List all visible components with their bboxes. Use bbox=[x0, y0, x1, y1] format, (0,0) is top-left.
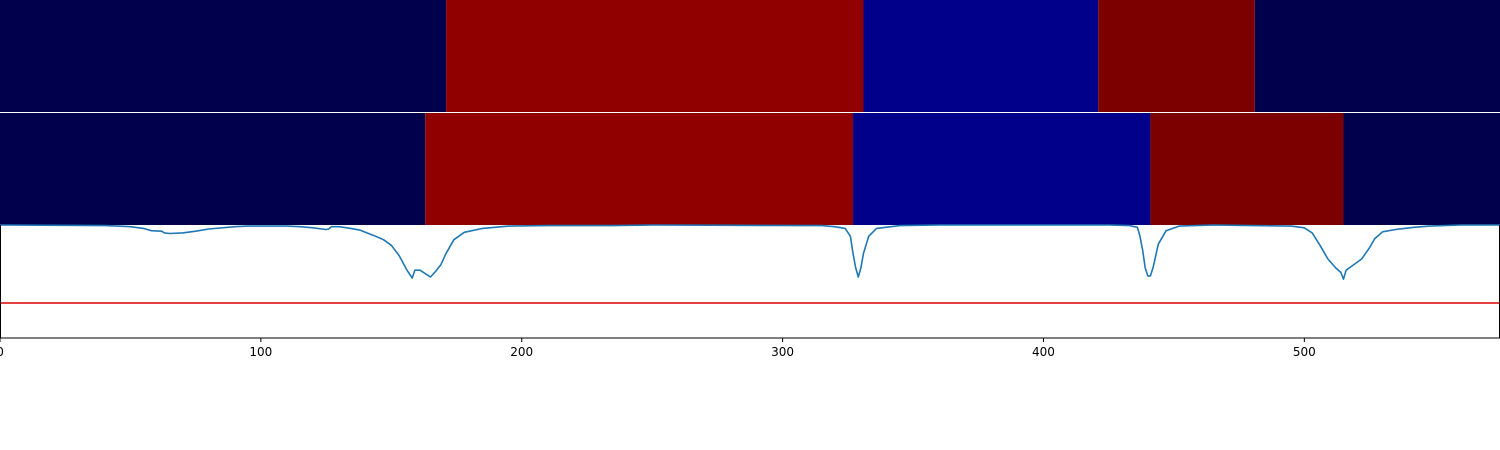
x-tick-label-0: 0 bbox=[0, 345, 4, 359]
heatmap-segment-2-2 bbox=[425, 113, 854, 225]
heatmap-segment-1-5 bbox=[1254, 0, 1500, 112]
heatmap-segment-2-3 bbox=[853, 113, 1151, 225]
line-panel bbox=[0, 112, 1500, 339]
x-axis: 0 100 200 300 400 500 bbox=[0, 338, 1316, 359]
x-tick-label-200: 200 bbox=[510, 345, 533, 359]
heatmap-segment-2-5 bbox=[1343, 113, 1500, 225]
x-tick-label-300: 300 bbox=[771, 345, 794, 359]
heatmap-segment-2-1 bbox=[0, 113, 426, 225]
x-tick-label-400: 400 bbox=[1032, 345, 1055, 359]
heatmap-segment-1-2 bbox=[446, 0, 864, 112]
heatmap-panel-middle bbox=[0, 113, 1500, 225]
heatmap-panel-top bbox=[0, 0, 1500, 112]
x-tick-label-100: 100 bbox=[249, 345, 272, 359]
x-tick-label-500: 500 bbox=[1293, 345, 1316, 359]
series-line-1 bbox=[0, 224, 1500, 281]
heatmap-segment-1-4 bbox=[1098, 0, 1255, 112]
heatmap-segment-1-3 bbox=[863, 0, 1099, 112]
heatmap-segment-1-1 bbox=[0, 0, 447, 112]
heatmap-segment-2-4 bbox=[1150, 113, 1344, 225]
